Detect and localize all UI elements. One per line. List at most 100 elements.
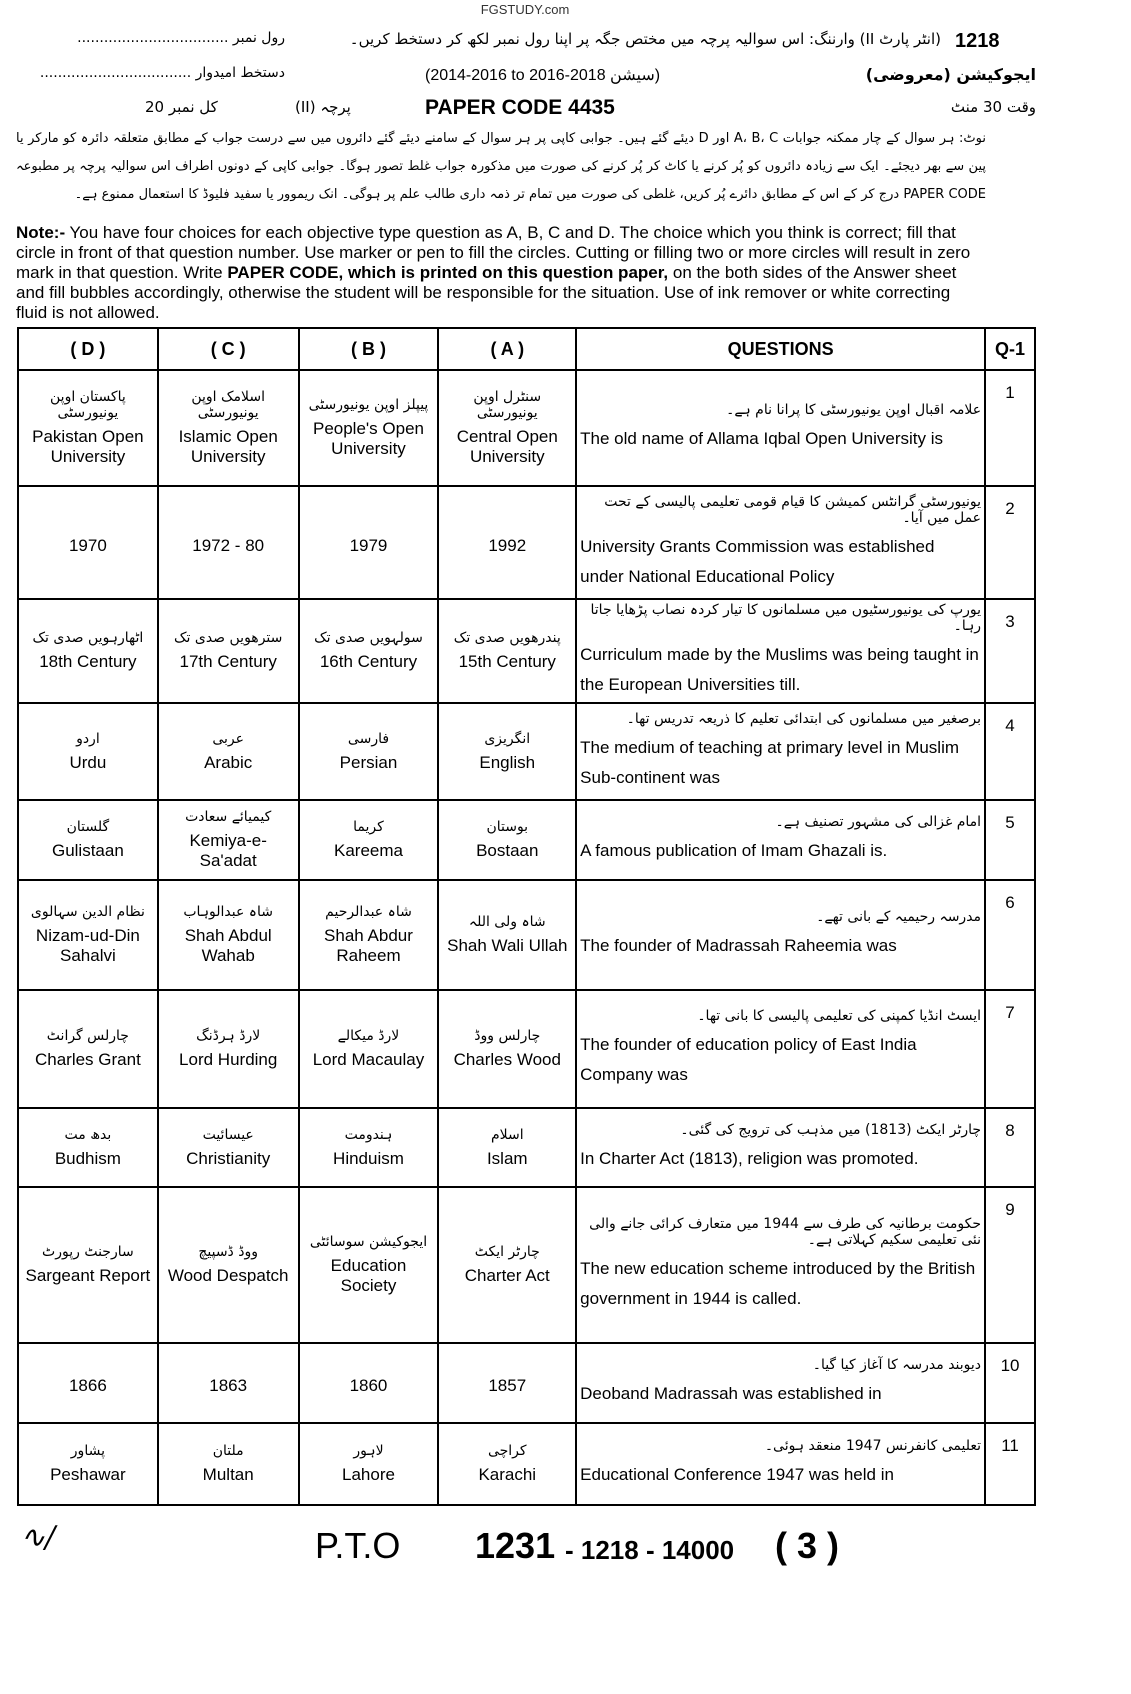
option-english: 1972 - 80 [192,535,265,555]
option-b: سولہویں صدی تک 16th Century [297,598,440,704]
option-urdu: چارلس ووڈ [474,1028,541,1044]
column-header: Q-1 [984,327,1036,371]
option-urdu: لارڈ ہرڈنگ [196,1028,261,1044]
option-english: Education Society [330,1256,407,1295]
option-urdu: بدھ مت [64,1126,112,1143]
note-text: You have four choices for each objective… [16,223,971,282]
paper-number: 1218 [955,30,1000,52]
question-english: The founder of education policy of East … [580,1035,917,1084]
option-urdu: بوستان [486,819,529,835]
question-row: چارلس گرانٹ Charles Grant لارڈ ہرڈنگ Lord H… [17,989,1036,1109]
option-english: Pakistan Open University [32,427,144,466]
question-number: 6 [984,879,1036,991]
option-urdu: اسلام [490,1126,524,1143]
question-english: Curriculum made by the Muslims was being… [580,645,979,694]
option-english: Lahore [342,1465,395,1484]
question-urdu: علامہ اقبال اوپن یونیورسٹی کا پرانا نام … [726,402,982,418]
option-english: English [479,752,536,772]
option-english: Kemiya-e-Sa'adat [189,831,267,870]
option-urdu: اسلامک اوپن یونیورسٹی [191,389,266,421]
question-number: 11 [984,1422,1036,1506]
page-number: ( 3 ) [775,1525,840,1566]
option-english: 17th Century [179,652,277,671]
site-watermark: FGSTUDY.com [480,2,570,17]
option-urdu: سولہویں صدی تک [314,630,423,646]
option-english: People's Open University [312,419,424,458]
question-urdu: امام غزالی کی مشہور تصنیف ہے۔ [775,814,982,830]
question-urdu: مدرسہ رحیمیہ کے بانی تھے۔ [816,909,982,925]
option-urdu: فارسی [347,730,390,747]
option-urdu: اردو [76,730,100,747]
question-english: University Grants Commission was establi… [580,536,935,586]
total-marks: کل نمبر 20 [145,98,218,116]
question-english: The medium of teaching at primary level … [580,737,960,787]
option-english: Gulistaan [51,841,124,860]
option-d: بدھ مت Budhism [17,1107,159,1188]
option-english: Shah Wali Ullah [447,936,568,955]
option-english: Urdu [69,752,107,772]
question-text: ایسٹ انڈیا کمپنی کی تعلیمی پالیسی کا بان… [575,989,987,1109]
option-urdu: سارجنٹ رپورٹ [42,1244,134,1260]
option-english: 1857 [488,1376,527,1395]
option-d: 1866 [17,1342,159,1424]
question-text: یورپ کی یونیورسٹیوں میں مسلمانوں کا تیار… [575,598,987,704]
option-urdu: چارلس گرانٹ [46,1028,129,1044]
questions-table: ( D )( C )( B )( A ) QUESTIONS Q-1 پاکستان… [17,327,1036,1506]
question-row: اردو Urdu عربی Arabic فارسی Persian انگریزی Eng… [17,702,1036,801]
question-text: یونیورسٹی گرانٹس کمیشن کا قیام قومی تعلی… [575,485,987,600]
question-text: امام غزالی کی مشہور تصنیف ہے۔ A famous pu… [575,799,987,881]
option-c: لارڈ ہرڈنگ Lord Hurding [156,989,300,1109]
signature-label: دستخط امیدوار [195,65,285,81]
question-text: چارٹر ایکٹ (1813) میں مذہب کی ترویج کی گ… [575,1107,987,1188]
question-urdu: یورپ کی یونیورسٹیوں میں مسلمانوں کا تیار… [590,602,982,634]
option-urdu: کریما [353,819,384,835]
question-row: بدھ مت Budhism عیسائیت Christianity ہندومت Hi… [17,1107,1036,1188]
option-c: شاہ عبدالوہاب Shah Abdul Wahab [156,879,300,991]
roll-number-field[interactable]: رول نمبر ...............................… [77,30,285,46]
option-urdu: شاہ ولی اللہ [468,914,546,930]
question-english: The founder of Madrassah Raheemia was [580,936,897,955]
option-english: Shah Abdur Raheem [324,926,413,965]
subject: ایجوکیشن (معروضی) [865,65,1036,84]
option-urdu: پندرھویں صدی تک [453,630,561,646]
roll-label: رول نمبر [232,30,285,46]
option-a: شاہ ولی اللہ Shah Wali Ullah [437,879,578,991]
signature-field[interactable]: دستخط امیدوار ..........................… [39,65,285,81]
option-c: 1863 [156,1342,300,1424]
option-b: لاہور Lahore [297,1422,440,1506]
footer-print-info: - 1218 - 14000 [565,1535,735,1565]
question-number: 7 [984,989,1036,1109]
question-english: In Charter Act (1813), religion was prom… [580,1148,919,1168]
option-b: 1860 [297,1342,440,1424]
option-english: Hinduism [333,1148,404,1168]
option-a: چارٹر ایکٹ Charter Act [437,1186,578,1344]
question-english: Educational Conference 1947 was held in [580,1465,894,1484]
question-number: 1 [984,369,1036,487]
column-header: ( C ) [156,327,300,371]
footer-code: 1231 [475,1525,556,1566]
question-english: The old name of Allama Iqbal Open Univer… [580,429,943,448]
option-b: ہندومت Hinduism [297,1107,440,1188]
option-urdu: اٹھارہویں صدی تک [32,630,144,646]
option-urdu: پاکستان اوپن یونیورسٹی [50,389,126,421]
option-c: سترھویں صدی تک 17th Century [156,598,300,704]
question-number: 10 [984,1342,1036,1424]
option-c: ملتان Multan [156,1422,300,1506]
option-english: Islam [486,1148,528,1168]
option-english: Budhism [54,1148,121,1168]
question-row: سارجنٹ رپورٹ Sargeant Report ووڈ ڈسپیچ Wood… [17,1186,1036,1344]
column-header: ( B ) [297,327,440,371]
option-b: ایجوکیشن سوسائٹی Education Society [297,1186,440,1344]
question-english: The new education scheme introduced by t… [580,1259,976,1308]
question-row: پشاور Peshawar ملتان Multan لاہور Lahore کراچی… [17,1422,1036,1506]
option-english: Wood Despatch [167,1266,289,1285]
option-a: پندرھویں صدی تک 15th Century [437,598,578,704]
note-bold: PAPER CODE, which is printed on this que… [227,263,669,282]
option-urdu: کیمیائے سعادت [185,809,272,825]
option-b: پیپلز اوپن یونیورسٹی People's Open Univer… [297,369,440,487]
option-english: 1992 [488,535,527,555]
question-urdu: یونیورسٹی گرانٹس کمیشن کا قیام قومی تعلی… [604,493,982,526]
option-urdu: ووڈ ڈسپیچ [198,1244,259,1260]
option-urdu: شاہ عبدالوہاب [183,904,273,920]
option-urdu: عیسائیت [202,1126,254,1143]
